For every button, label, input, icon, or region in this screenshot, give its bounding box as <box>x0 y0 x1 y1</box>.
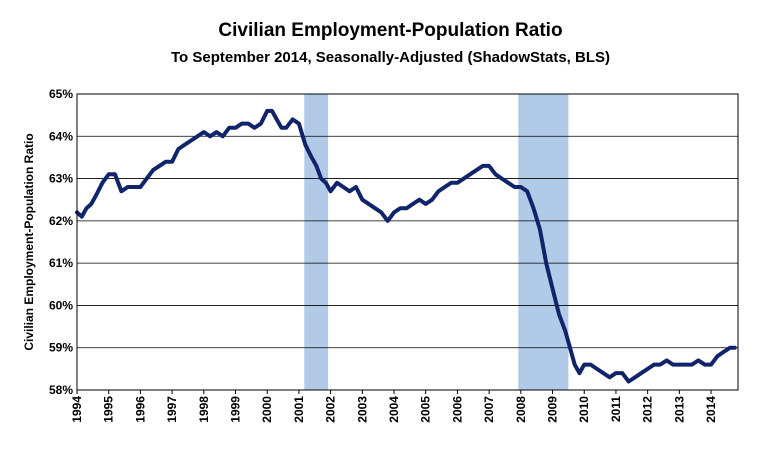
chart-subtitle: To September 2014, Seasonally-Adjusted (… <box>171 49 610 66</box>
x-tick-labels: 1994 1995 1996 1997 1998 1999 2000 2001 2002 2003… <box>70 396 718 423</box>
y-tick-label: 61% <box>49 256 73 270</box>
x-tick-label: 2008 <box>514 396 528 423</box>
y-tick-label: 60% <box>49 298 73 312</box>
x-tick-label: 2003 <box>355 396 369 423</box>
y-tick-label: 58% <box>49 383 73 397</box>
x-tick-label: 2006 <box>450 396 464 423</box>
series-line-0 <box>75 108 737 384</box>
x-tick-label: 2014 <box>704 396 718 423</box>
y-tick-label: 62% <box>49 214 73 228</box>
x-tick-label: 2007 <box>482 396 496 423</box>
x-tick-label: 2005 <box>419 396 433 423</box>
x-tick-label: 2002 <box>324 396 338 423</box>
recession-band-0 <box>304 94 329 390</box>
x-tick-label: 2013 <box>672 396 686 423</box>
x-tick-label: 2012 <box>641 396 655 423</box>
x-tick-label: 1995 <box>102 396 116 423</box>
x-tick-label: 2010 <box>577 396 591 423</box>
series-line-group <box>75 108 737 384</box>
plot-frame <box>76 93 739 391</box>
y-tick-label: 59% <box>49 341 73 355</box>
x-tick-label: 1994 <box>70 396 84 423</box>
x-tick-label: 2000 <box>260 396 274 423</box>
recession-bands <box>304 94 569 390</box>
y-tick-labels: 58% 59% 60% 61% 62% 63% 64% 65% <box>49 87 73 397</box>
x-tick-label: 1998 <box>197 396 211 423</box>
y-tick-label: 63% <box>49 172 73 186</box>
x-tick-label: 2011 <box>609 396 623 422</box>
axes <box>76 93 739 394</box>
chart-title: Civilian Employment-Population Ratio <box>218 20 563 41</box>
x-tick-label: 2004 <box>387 396 401 423</box>
x-tick-label: 1996 <box>133 396 147 423</box>
gridlines <box>77 93 738 391</box>
x-tick-label: 1999 <box>229 396 243 423</box>
y-tick-label: 65% <box>49 87 73 101</box>
x-tick-label: 1997 <box>165 396 179 423</box>
y-axis-label: Civilian Employment-Population Ratio <box>22 133 36 350</box>
x-tick-label: 2009 <box>546 396 560 423</box>
y-tick-label: 64% <box>49 129 73 143</box>
x-tick-label: 2001 <box>292 396 306 423</box>
